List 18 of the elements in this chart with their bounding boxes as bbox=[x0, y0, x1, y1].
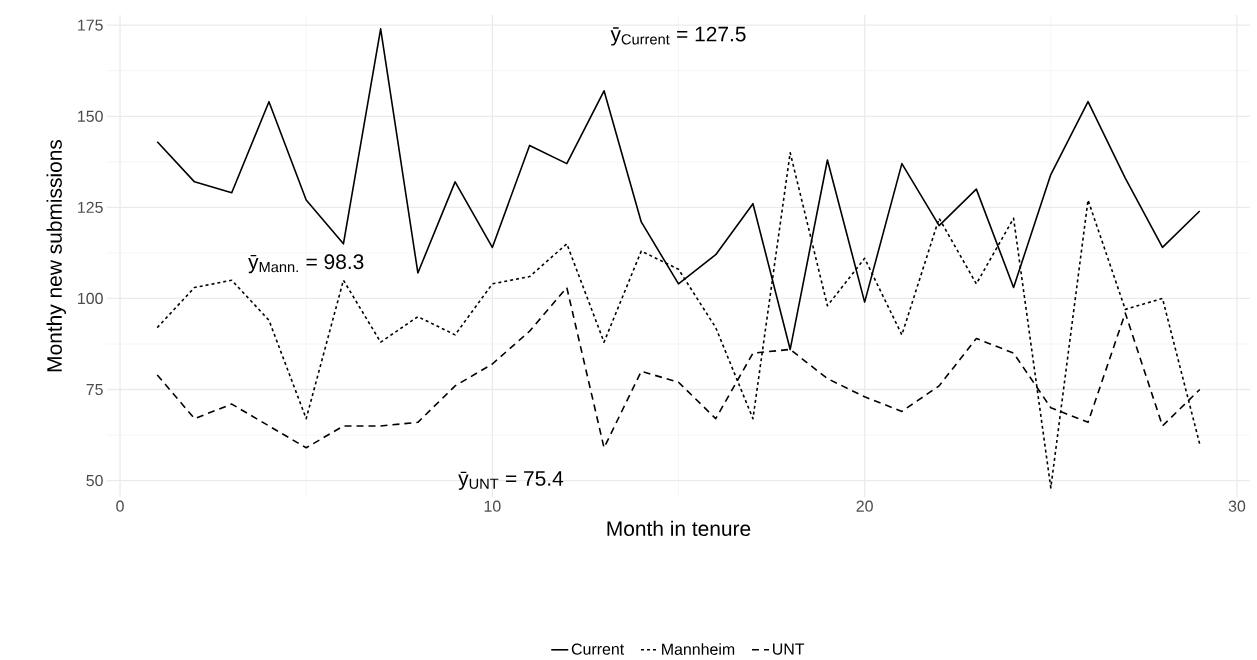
y-tick-label: 75 bbox=[86, 383, 103, 395]
annotation: ȳ$_{Current}$ = 127.5 bbox=[610, 26, 746, 46]
legend-label: Mannheim bbox=[662, 643, 735, 655]
y-tick-label: 150 bbox=[78, 110, 103, 122]
legend-label: Current bbox=[571, 643, 625, 655]
annotation: ȳ$_{UNT}$ = 75.4 bbox=[458, 471, 564, 490]
y-tick-label: 100 bbox=[78, 292, 103, 304]
y-axis-title: Monthy new submissions bbox=[46, 139, 67, 371]
legend-label: UNT bbox=[773, 643, 805, 655]
x-tick-label: 10 bbox=[484, 500, 501, 512]
y-tick-label: 125 bbox=[78, 201, 103, 213]
x-tick-label: 30 bbox=[1228, 500, 1246, 512]
x-tick-label: 20 bbox=[856, 500, 873, 512]
y-tick-label: 175 bbox=[78, 19, 103, 31]
annotation: ȳ$_{Mann.}$ = 98.3 bbox=[248, 254, 364, 274]
x-tick-label: 0 bbox=[116, 500, 124, 512]
y-tick-label: 50 bbox=[86, 474, 103, 487]
x-axis-title: Month in tenure bbox=[607, 520, 751, 536]
